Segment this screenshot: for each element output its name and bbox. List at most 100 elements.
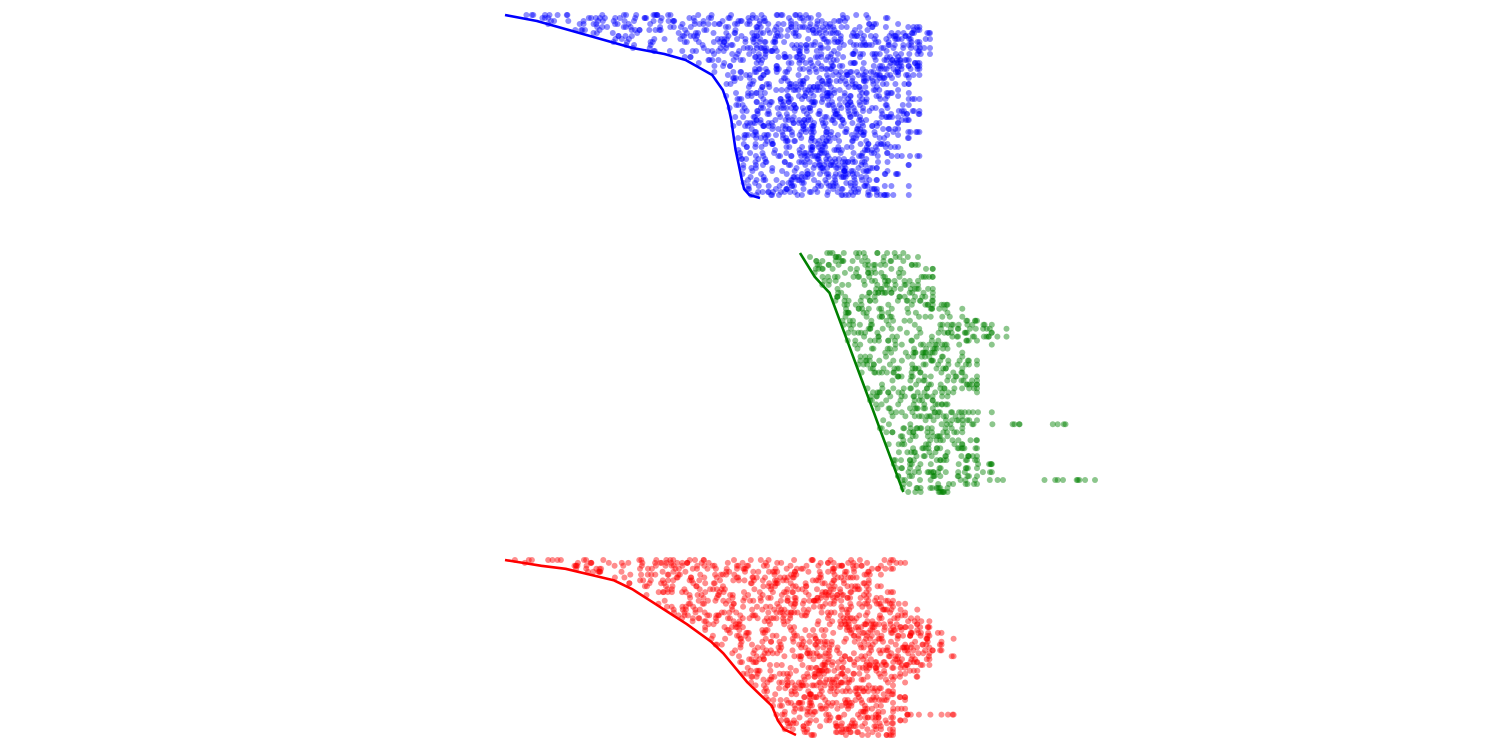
- data-point: [750, 48, 757, 54]
- data-point: [907, 629, 914, 636]
- data-point: [942, 469, 949, 476]
- data-point: [925, 445, 932, 452]
- data-point: [798, 192, 805, 198]
- data-point: [959, 421, 966, 428]
- data-point: [616, 15, 623, 21]
- data-point: [787, 609, 794, 616]
- data-point: [781, 589, 788, 596]
- data-point: [948, 653, 955, 660]
- data-point: [886, 559, 893, 566]
- data-point: [824, 72, 830, 78]
- data-point: [849, 615, 856, 622]
- data-point: [737, 18, 744, 24]
- data-point: [914, 153, 921, 159]
- data-point: [964, 337, 970, 344]
- data-point: [747, 597, 753, 604]
- data-point: [881, 171, 888, 177]
- data-point: [745, 183, 752, 189]
- data-point: [833, 729, 839, 736]
- data-point: [890, 192, 897, 198]
- data-point: [844, 594, 851, 601]
- data-point: [843, 635, 849, 642]
- data-point: [864, 27, 871, 33]
- data-point: [590, 21, 597, 27]
- data-point: [902, 624, 909, 631]
- data-point: [828, 66, 835, 72]
- data-point: [883, 48, 890, 54]
- data-point: [712, 571, 719, 578]
- data-point: [879, 381, 885, 388]
- data-point: [819, 265, 826, 272]
- data-point: [762, 177, 769, 183]
- data-point: [838, 192, 845, 198]
- data-point: [809, 147, 816, 153]
- data-point: [921, 453, 928, 460]
- data-point: [814, 586, 820, 593]
- data-point: [751, 69, 758, 75]
- data-point: [620, 562, 627, 569]
- data-point: [844, 309, 851, 316]
- data-point: [890, 732, 896, 738]
- data-point: [815, 144, 822, 150]
- data-point: [898, 108, 905, 114]
- data-point: [851, 177, 858, 183]
- data-point: [906, 429, 913, 436]
- data-point: [777, 574, 784, 581]
- data-point: [955, 473, 962, 480]
- data-point: [810, 123, 817, 129]
- data-point: [815, 183, 822, 189]
- data-point: [885, 389, 892, 396]
- data-point: [545, 557, 552, 563]
- data-point: [933, 345, 940, 352]
- data-point: [854, 33, 861, 39]
- data-point: [737, 635, 744, 642]
- data-point: [800, 123, 807, 129]
- data-point: [781, 606, 788, 613]
- data-point: [799, 177, 806, 183]
- data-point: [834, 647, 840, 654]
- data-point: [948, 425, 955, 432]
- data-point: [808, 129, 815, 135]
- data-point: [878, 141, 885, 147]
- data-point: [755, 568, 762, 575]
- data-point: [716, 589, 723, 596]
- data-point: [905, 489, 912, 495]
- data-point: [831, 90, 838, 96]
- data-point: [697, 571, 704, 578]
- data-point: [847, 93, 854, 99]
- data-point: [834, 165, 841, 171]
- data-point: [863, 583, 870, 590]
- data-point: [654, 12, 661, 18]
- data-point: [858, 624, 865, 631]
- data-point: [679, 603, 686, 610]
- data-point: [876, 369, 883, 376]
- data-point: [757, 66, 763, 72]
- data-point: [848, 183, 854, 189]
- data-point: [962, 373, 969, 380]
- data-point: [790, 120, 797, 126]
- data-point: [814, 594, 821, 601]
- data-point: [785, 99, 792, 105]
- data-point: [720, 589, 727, 596]
- data-point: [810, 93, 817, 99]
- data-point: [883, 90, 890, 96]
- data-point: [743, 132, 749, 138]
- data-point: [683, 39, 690, 45]
- data-point: [671, 18, 678, 24]
- data-point: [891, 277, 898, 284]
- data-point: [884, 141, 891, 147]
- data-point: [947, 325, 954, 332]
- data-point: [873, 177, 880, 183]
- data-point: [850, 186, 857, 192]
- data-point: [730, 57, 737, 63]
- data-point: [953, 333, 960, 340]
- data-point: [914, 667, 921, 674]
- data-point: [884, 105, 891, 111]
- data-point: [875, 333, 882, 340]
- data-point: [878, 615, 885, 622]
- data-point: [692, 36, 699, 42]
- data-point: [874, 629, 881, 636]
- data-point: [908, 301, 915, 308]
- data-point: [926, 618, 933, 625]
- data-point: [925, 629, 932, 636]
